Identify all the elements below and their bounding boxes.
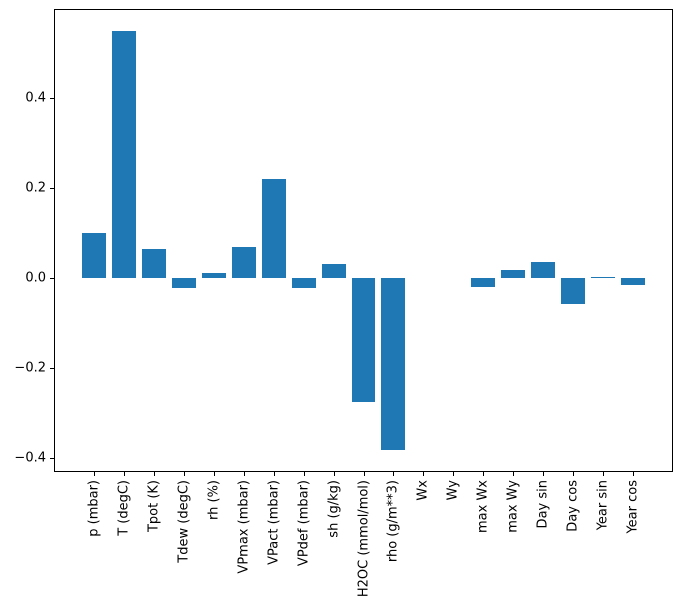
x-tick bbox=[423, 472, 425, 476]
bar bbox=[620, 278, 645, 286]
x-tick-label: VPmax (mbar) bbox=[236, 480, 252, 574]
x-tick-label: rh (%) bbox=[206, 480, 222, 520]
bar bbox=[531, 261, 556, 279]
y-tick bbox=[50, 188, 54, 190]
x-tick bbox=[243, 472, 245, 476]
y-tick-label: −0.4 bbox=[14, 450, 46, 466]
x-tick-label: VPdef (mbar) bbox=[296, 480, 312, 567]
x-tick-label: Tdew (degC) bbox=[176, 480, 192, 563]
y-tick bbox=[50, 458, 54, 460]
x-tick bbox=[543, 472, 545, 476]
x-tick bbox=[632, 472, 634, 476]
bar bbox=[82, 232, 107, 279]
y-tick bbox=[50, 368, 54, 370]
y-tick bbox=[50, 278, 54, 280]
plot-area bbox=[54, 9, 673, 472]
x-tick-label: Wy bbox=[445, 480, 461, 501]
bar bbox=[291, 278, 316, 288]
bar bbox=[381, 278, 406, 451]
x-tick bbox=[602, 472, 604, 476]
x-tick-label: Day cos bbox=[565, 480, 581, 532]
x-tick bbox=[273, 472, 275, 476]
x-tick bbox=[213, 472, 215, 476]
y-tick-label: 0.4 bbox=[25, 90, 46, 106]
x-tick bbox=[393, 472, 395, 476]
bar bbox=[261, 179, 286, 279]
bar bbox=[561, 278, 585, 304]
bar bbox=[201, 273, 226, 279]
x-tick-label: T (degC) bbox=[116, 480, 132, 536]
x-tick bbox=[303, 472, 305, 476]
y-tick-label: 0.2 bbox=[25, 180, 46, 196]
bar bbox=[231, 247, 256, 279]
x-tick-label: rho (g/m**3) bbox=[385, 480, 401, 563]
bar bbox=[321, 263, 346, 279]
bar bbox=[142, 248, 166, 279]
x-tick bbox=[483, 472, 485, 476]
x-tick-label: VPact (mbar) bbox=[266, 480, 282, 565]
x-tick-label: sh (g/kg) bbox=[326, 480, 342, 538]
x-tick-label: Wx bbox=[415, 480, 431, 501]
x-tick bbox=[513, 472, 515, 476]
x-tick-label: Year sin bbox=[595, 480, 611, 531]
y-tick-label: 0.0 bbox=[25, 270, 46, 286]
bar bbox=[471, 278, 496, 288]
x-tick bbox=[153, 472, 155, 476]
x-tick bbox=[94, 472, 96, 476]
bar bbox=[501, 270, 526, 279]
x-tick-label: Year cos bbox=[625, 480, 641, 534]
x-tick bbox=[363, 472, 365, 476]
x-tick bbox=[453, 472, 455, 476]
x-tick bbox=[183, 472, 185, 476]
bar bbox=[171, 278, 196, 288]
bar bbox=[112, 30, 136, 279]
y-tick-label: −0.2 bbox=[14, 360, 46, 376]
y-tick bbox=[50, 98, 54, 100]
x-tick-label: Tpot (K) bbox=[146, 480, 162, 533]
x-tick-label: Day sin bbox=[535, 480, 551, 529]
x-tick bbox=[124, 472, 126, 476]
x-tick bbox=[573, 472, 575, 476]
x-tick-label: H2OC (mmol/mol) bbox=[356, 480, 371, 598]
x-tick-label: max Wx bbox=[475, 480, 491, 534]
x-tick-label: max Wy bbox=[505, 480, 521, 533]
bar bbox=[590, 277, 615, 279]
bar bbox=[351, 278, 376, 403]
x-tick bbox=[333, 472, 335, 476]
x-tick-label: p (mbar) bbox=[86, 480, 102, 537]
